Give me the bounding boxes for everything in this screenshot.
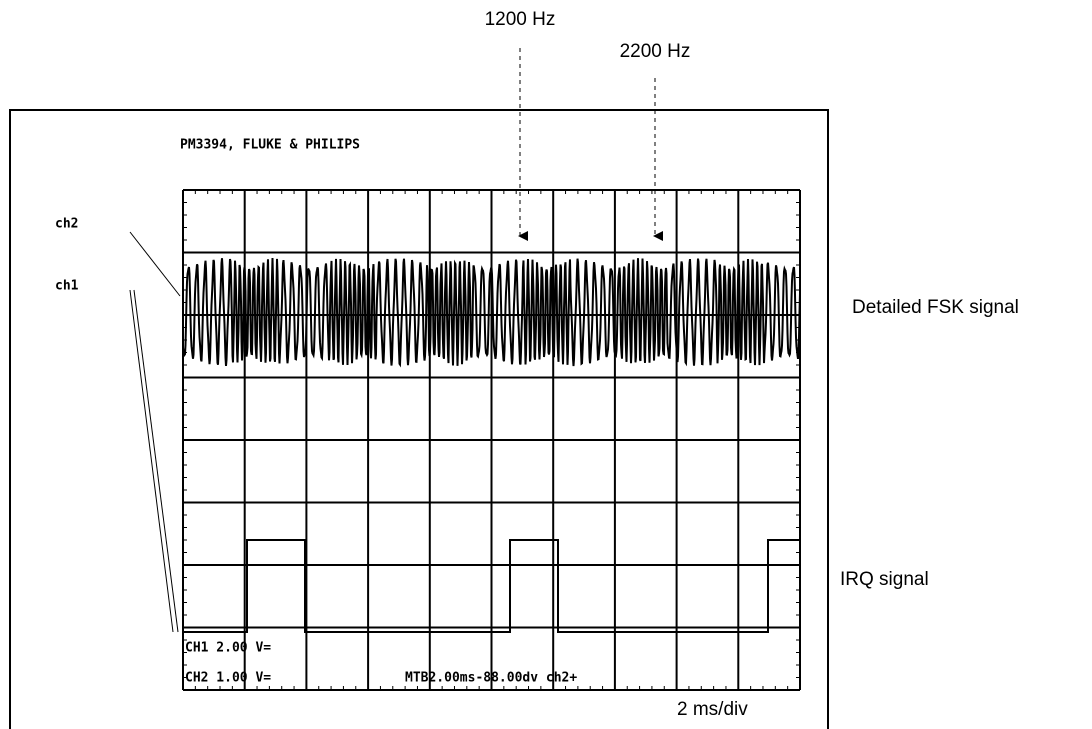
status-ch1: CH1 2.00 V= [185,641,271,656]
timebase-label: 2 ms/div [677,699,748,720]
channel-label: ch2 [55,217,78,232]
status-ch2: CH2 1.00 V= [185,671,271,686]
ch1-leader [130,290,173,632]
scope-title: PM3394, FLUKE & PHILIPS [180,138,360,153]
ch1-leader [134,290,178,632]
status-mtb: MTB2.00ms-88.00dv ch2+ [405,671,577,686]
freq-label: 1200 Hz [485,9,556,30]
fsk-label: Detailed FSK signal [852,297,1019,318]
ch2-leader [130,232,180,296]
freq-label: 2200 Hz [620,41,691,62]
channel-label: ch1 [55,279,79,294]
irq-label: IRQ signal [840,569,929,590]
frame [10,110,828,729]
scope-figure: 1200 Hz 2200 Hz Detailed FSK signal IRQ … [0,0,1092,729]
